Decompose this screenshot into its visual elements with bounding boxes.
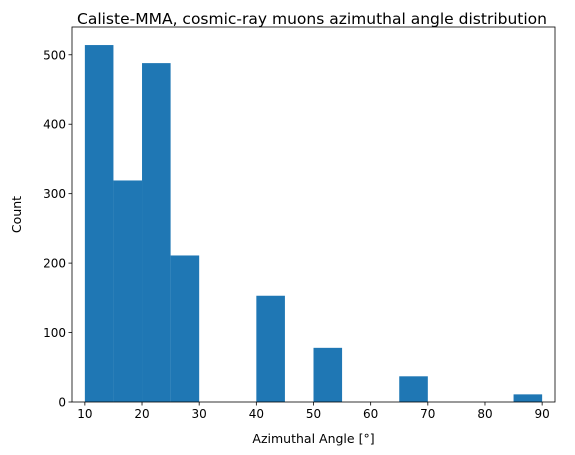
histogram-bar [513,394,543,402]
y-tick-label: 0 [58,396,66,410]
y-tick-label: 500 [43,48,66,62]
x-tick-label: 40 [249,407,264,421]
y-tick-label: 200 [43,257,66,271]
y-tick-label: 400 [43,118,66,132]
x-tick-label: 80 [477,407,492,421]
x-tick-label: 10 [77,407,92,421]
y-tick-label: 100 [43,326,66,340]
histogram-bar [113,180,143,402]
histogram-bar [313,347,343,402]
x-tick-label: 30 [192,407,207,421]
x-tick-label: 60 [363,407,378,421]
bars-group [84,45,543,403]
histogram-bar [399,376,428,402]
chart-title: Caliste-MMA, cosmic-ray muons azimuthal … [77,10,547,28]
histogram-bar [256,295,285,402]
x-tick-label: 70 [420,407,435,421]
y-tick-label: 300 [43,187,66,201]
histogram-bar [170,255,200,402]
histogram-bar [142,63,171,402]
y-axis-label: Count [9,196,24,233]
histogram-bar [84,45,114,403]
x-tick-label: 50 [306,407,321,421]
x-tick-label: 20 [134,407,149,421]
x-axis-ticks: 10 20 30 40 50 60 70 80 90 [77,402,550,421]
x-tick-label: 90 [534,407,549,421]
x-axis-label: Azimuthal Angle [°] [252,431,374,446]
y-axis-ticks: 0 100 200 300 400 500 [43,48,72,410]
